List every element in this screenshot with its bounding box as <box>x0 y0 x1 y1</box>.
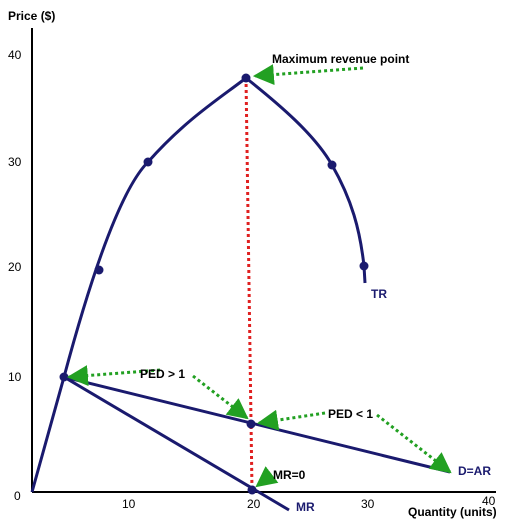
max-revenue-arrow <box>252 64 364 86</box>
dar-curve-label: D=AR <box>458 464 491 478</box>
mr-curve-label: MR <box>296 500 315 514</box>
x-axis-title: Quantity (units) <box>408 505 497 519</box>
ped-less-arrow-left <box>256 409 326 431</box>
ped-less-annotation: PED < 1 <box>328 407 373 421</box>
unit-elastic-point <box>246 419 256 429</box>
max-revenue-point <box>241 73 251 83</box>
tr-point-marker <box>359 261 369 271</box>
y-axis-title: Price ($) <box>8 9 55 23</box>
demand-ar-curve <box>63 375 451 474</box>
max-revenue-annotation: Maximum revenue point <box>272 52 409 66</box>
x-tick-label: 20 <box>247 497 261 511</box>
ped-greater-annotation: PED > 1 <box>140 367 185 381</box>
mr-zero-point <box>247 485 257 495</box>
tr-point-marker <box>59 372 69 382</box>
y-tick-label: 10 <box>8 370 22 384</box>
mr-zero-annotation: MR=0 <box>273 468 306 482</box>
y-tick-label: 30 <box>8 155 22 169</box>
total-revenue-curve <box>30 76 367 493</box>
tr-point-marker <box>327 160 337 170</box>
origin-label: 0 <box>14 489 21 503</box>
y-tick-label: 20 <box>8 260 22 274</box>
tr-curve-label: TR <box>371 287 387 301</box>
mr-zero-arrow <box>255 466 279 488</box>
tr-point-marker <box>94 265 104 275</box>
y-tick-label: 40 <box>8 48 22 62</box>
tr-point-marker <box>143 157 153 167</box>
x-tick-label: 40 <box>482 494 496 508</box>
x-tick-label: 10 <box>122 497 136 511</box>
x-tick-label: 30 <box>361 497 375 511</box>
